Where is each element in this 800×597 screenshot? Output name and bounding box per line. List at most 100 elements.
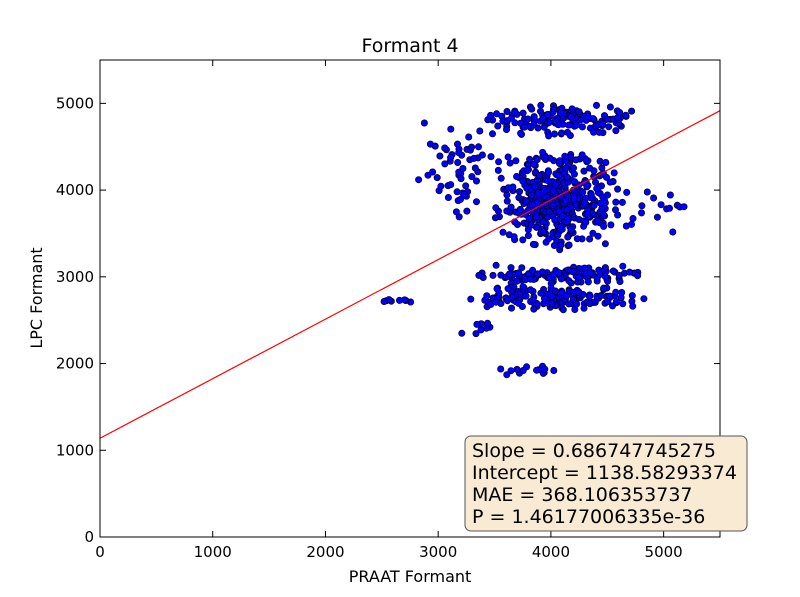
scatter-point xyxy=(544,168,552,176)
scatter-point xyxy=(640,295,648,303)
scatter-point xyxy=(628,292,636,300)
scatter-point xyxy=(570,170,578,178)
scatter-point xyxy=(519,236,527,244)
scatter-point xyxy=(569,164,577,172)
scatter-point xyxy=(431,142,439,150)
scatter-point xyxy=(471,164,479,172)
scatter-point xyxy=(586,300,594,308)
scatter-point xyxy=(511,109,519,117)
scatter-point xyxy=(504,285,512,293)
scatter-point xyxy=(580,167,588,175)
scatter-point xyxy=(615,271,623,279)
y-tick-label: 0 xyxy=(84,528,94,546)
scatter-point xyxy=(586,235,594,243)
scatter-point xyxy=(472,330,480,338)
scatter-point xyxy=(533,156,541,164)
scatter-point xyxy=(513,277,521,285)
scatter-point xyxy=(457,175,465,183)
scatter-point xyxy=(559,212,567,220)
scatter-point xyxy=(623,188,631,196)
scatter-point xyxy=(544,110,552,118)
scatter-point xyxy=(441,144,449,152)
scatter-point xyxy=(545,208,553,216)
scatter-point xyxy=(601,272,609,280)
scatter-point xyxy=(499,117,507,125)
scatter-point xyxy=(503,207,511,215)
scatter-point xyxy=(415,176,423,184)
scatter-point xyxy=(455,149,463,157)
scatter-point xyxy=(537,289,545,297)
scatter-point xyxy=(470,154,478,162)
scatter-point xyxy=(567,225,575,233)
scatter-point xyxy=(638,202,646,210)
scatter-point xyxy=(561,152,569,160)
scatter-point xyxy=(557,223,565,231)
scatter-point xyxy=(524,115,532,123)
scatter-point xyxy=(452,208,460,216)
scatter-point xyxy=(626,268,634,276)
scatter-point xyxy=(507,304,515,312)
scatter-point xyxy=(497,365,505,373)
scatter-point xyxy=(556,157,564,165)
scatter-point xyxy=(618,198,626,206)
x-tick-label: 2000 xyxy=(306,543,344,561)
scatter-point xyxy=(518,264,526,272)
scatter-point xyxy=(541,365,549,373)
scatter-point xyxy=(499,228,507,236)
scatter-point xyxy=(562,292,570,300)
scatter-point xyxy=(420,119,428,127)
scatter-point xyxy=(590,128,598,136)
scatter-point xyxy=(494,122,502,130)
y-tick-label: 3000 xyxy=(56,268,94,286)
scatter-point xyxy=(515,188,523,196)
scatter-point xyxy=(525,215,533,223)
scatter-point xyxy=(583,182,591,190)
scatter-point xyxy=(575,108,583,116)
scatter-point xyxy=(475,271,483,279)
scatter-point xyxy=(601,240,609,248)
scatter-point xyxy=(562,196,570,204)
scatter-point xyxy=(680,203,688,211)
x-tick-label: 1000 xyxy=(194,543,232,561)
scatter-point xyxy=(436,152,444,160)
scatter-point xyxy=(612,198,620,206)
scatter-point xyxy=(590,201,598,209)
scatter-point xyxy=(454,159,462,167)
scatter-point xyxy=(472,198,480,206)
scatter-point xyxy=(447,125,455,133)
scatter-point xyxy=(612,298,620,306)
scatter-point xyxy=(605,123,613,131)
scatter-point xyxy=(507,203,515,211)
scatter-point xyxy=(497,174,505,182)
scatter-point xyxy=(575,273,583,281)
scatter-point xyxy=(453,188,461,196)
scatter-point xyxy=(554,231,562,239)
scatter-point xyxy=(492,261,500,269)
scatter-point xyxy=(567,279,575,287)
scatter-point xyxy=(540,228,548,236)
scatter-point xyxy=(519,283,527,291)
scatter-point xyxy=(551,117,559,125)
scatter-point xyxy=(628,107,636,115)
x-tick-label: 3000 xyxy=(419,543,457,561)
stats-box-background xyxy=(464,435,748,532)
scatter-point xyxy=(614,185,622,193)
scatter-point xyxy=(528,105,536,113)
scatter-point xyxy=(657,201,665,209)
scatter-point xyxy=(503,297,511,305)
scatter-point xyxy=(539,115,547,123)
scatter-point xyxy=(548,299,556,307)
scatter-point xyxy=(468,173,476,181)
scatter-point xyxy=(523,167,531,175)
scatter-point xyxy=(528,191,536,199)
scatter-point xyxy=(573,235,581,243)
scatter-point xyxy=(612,127,620,135)
scatter-point xyxy=(503,371,511,379)
scatter-point xyxy=(527,221,535,229)
scatter-point xyxy=(545,119,553,127)
scatter-point xyxy=(513,173,521,181)
scatter-point xyxy=(634,272,642,280)
scatter-point xyxy=(622,111,630,119)
scatter-point xyxy=(492,298,500,306)
